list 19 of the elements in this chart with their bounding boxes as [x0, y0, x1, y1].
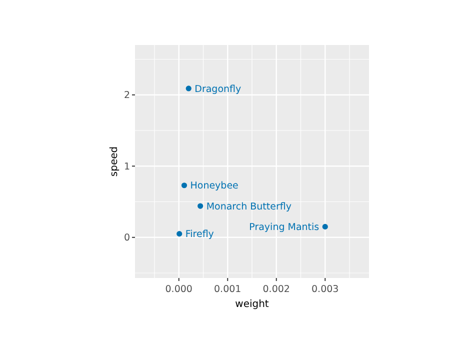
- annotation: Praying Mantis: [249, 222, 320, 234]
- y-tick-label: 1: [124, 161, 130, 172]
- y-axis-title: speed: [109, 146, 120, 177]
- annotation: Firefly: [185, 229, 214, 240]
- point: [176, 231, 182, 237]
- y-tick-label: 0: [124, 232, 130, 244]
- x-tick-label: 0.003: [312, 284, 339, 295]
- x-tick-label: 0.000: [165, 284, 192, 295]
- point: [186, 86, 192, 92]
- point: [198, 203, 204, 209]
- x-axis-title: weight: [235, 299, 269, 310]
- x-tick-label: 0.001: [214, 284, 242, 295]
- annotation: Dragonfly: [194, 84, 242, 95]
- point: [322, 224, 328, 230]
- annotation: Monarch Butterfly: [206, 201, 292, 212]
- annotation: Honeybee: [190, 180, 239, 192]
- x-tick-label: 0.002: [262, 284, 290, 295]
- point: [181, 182, 188, 188]
- y-tick-label: 2: [124, 90, 130, 102]
